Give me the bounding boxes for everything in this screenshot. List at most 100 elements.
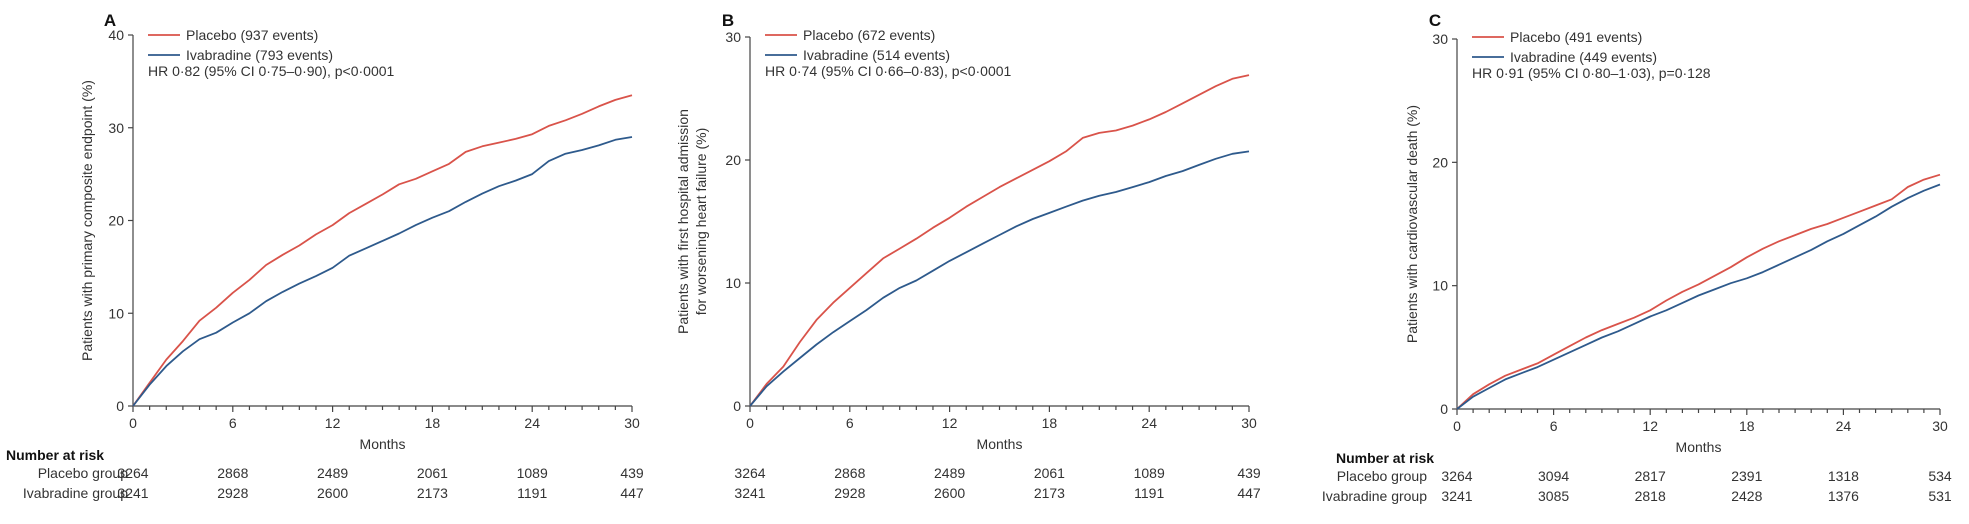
legend-label-placebo: Placebo (937 events) — [186, 27, 318, 43]
risk-count: 3241 — [734, 485, 765, 501]
risk-count: 2600 — [934, 485, 965, 501]
y-axis-title: Patients with primary composite endpoint… — [79, 80, 95, 361]
legend-label-placebo: Placebo (672 events) — [803, 27, 935, 43]
x-tick-label: 24 — [524, 415, 540, 431]
x-tick-label: 0 — [1453, 418, 1461, 434]
risk-count: 1191 — [517, 485, 547, 501]
risk-count: 534 — [1928, 468, 1952, 484]
risk-count: 2928 — [834, 485, 865, 501]
risk-count: 447 — [620, 485, 644, 501]
risk-count: 3094 — [1538, 468, 1569, 484]
risk-count: 2928 — [217, 485, 248, 501]
y-tick-label: 20 — [725, 152, 741, 168]
risk-count: 1089 — [517, 465, 548, 481]
x-tick-label: 6 — [229, 415, 237, 431]
risk-row-label-ivabradine: Ivabradine group — [23, 485, 128, 501]
x-tick-label: 30 — [624, 415, 640, 431]
x-tick-label: 24 — [1141, 415, 1157, 431]
x-tick-label: 6 — [846, 415, 854, 431]
panel-label: C — [1429, 11, 1441, 30]
risk-count: 2061 — [1034, 465, 1065, 481]
risk-count: 2173 — [1034, 485, 1065, 501]
risk-count: 1376 — [1828, 488, 1859, 504]
risk-table: 3264 2868 2489 2061 1089 439 3241 2928 2600 2173 1… — [734, 465, 1260, 501]
risk-count: 1191 — [1134, 485, 1164, 501]
legend-label-ivabradine: Ivabradine (514 events) — [803, 47, 950, 63]
placebo-curve — [749, 74, 1250, 407]
x-tick-label: 30 — [1241, 415, 1257, 431]
risk-count: 3264 — [734, 465, 765, 481]
legend-label-ivabradine: Ivabradine (793 events) — [186, 47, 333, 63]
y-tick-label: 30 — [725, 29, 741, 45]
y-tick-label: 0 — [1440, 401, 1448, 417]
risk-row-label-placebo: Placebo group — [1337, 468, 1428, 484]
risk-count: 2600 — [317, 485, 348, 501]
legend-label-placebo: Placebo (491 events) — [1510, 29, 1642, 45]
risk-count: 2489 — [934, 465, 965, 481]
y-tick-label: 30 — [1432, 31, 1448, 47]
x-tick-label: 18 — [425, 415, 441, 431]
y-tick-label: 10 — [725, 275, 741, 291]
risk-count: 3085 — [1538, 488, 1569, 504]
x-axis-title: Months — [1676, 439, 1722, 455]
y-tick-label: 10 — [108, 305, 124, 321]
risk-count: 439 — [1237, 465, 1261, 481]
y-tick-label: 20 — [108, 213, 124, 229]
risk-count: 3241 — [1441, 488, 1472, 504]
y-axis-title-line-2: for worsening heart failure (%) — [693, 128, 709, 316]
chart-panel-a: A 0 10 20 30 40 0 6 12 18 24 30 Months Patients with … — [6, 11, 644, 501]
risk-count: 2173 — [417, 485, 448, 501]
ivabradine-curve — [749, 150, 1250, 407]
panel-label: A — [104, 11, 116, 30]
risk-row-label-ivabradine: Ivabradine group — [1322, 488, 1427, 504]
x-tick-label: 6 — [1550, 418, 1558, 434]
risk-count: 2868 — [834, 465, 865, 481]
risk-count: 2391 — [1731, 468, 1762, 484]
placebo-curve — [1456, 173, 1941, 410]
risk-count: 2061 — [417, 465, 448, 481]
y-tick-label: 20 — [1432, 154, 1448, 170]
ivabradine-curve — [132, 136, 633, 407]
x-axis-title: Months — [977, 436, 1023, 452]
risk-table-heading: Number at risk — [6, 447, 104, 463]
chart-panel-b: B 0 10 20 30 0 6 12 18 24 30 Months Patients with fi… — [675, 11, 1261, 501]
hazard-ratio-annotation: HR 0·91 (95% CI 0·80–1·03), p=0·128 — [1472, 65, 1711, 81]
risk-table: Number at risk Placebo group 3264 3094 2817 2… — [1322, 450, 1952, 504]
y-axis-title-line-1: Patients with first hospital admission — [675, 109, 691, 334]
x-tick-label: 30 — [1932, 418, 1948, 434]
x-tick-label: 18 — [1042, 415, 1058, 431]
x-tick-label: 12 — [1642, 418, 1658, 434]
x-axis-title: Months — [360, 436, 406, 452]
y-tick-label: 0 — [733, 398, 741, 414]
ivabradine-curve — [1456, 183, 1941, 410]
x-tick-label: 0 — [129, 415, 137, 431]
risk-count: 2817 — [1635, 468, 1666, 484]
x-tick-label: 18 — [1739, 418, 1755, 434]
risk-count: 2489 — [317, 465, 348, 481]
risk-count: 1089 — [1134, 465, 1165, 481]
risk-count: 531 — [1928, 488, 1952, 504]
risk-count: 1318 — [1828, 468, 1859, 484]
hazard-ratio-annotation: HR 0·82 (95% CI 0·75–0·90), p<0·0001 — [148, 63, 395, 79]
y-tick-label: 40 — [108, 27, 124, 43]
risk-count: 439 — [620, 465, 644, 481]
placebo-curve — [132, 94, 633, 407]
x-tick-label: 0 — [746, 415, 754, 431]
risk-count: 2818 — [1635, 488, 1666, 504]
risk-row-label-placebo: Placebo group — [38, 465, 129, 481]
y-tick-label: 30 — [108, 120, 124, 136]
hazard-ratio-annotation: HR 0·74 (95% CI 0·66–0·83), p<0·0001 — [765, 63, 1012, 79]
risk-count: 447 — [1237, 485, 1261, 501]
y-axis-title: Patients with cardiovascular death (%) — [1404, 105, 1420, 343]
risk-count: 3241 — [117, 485, 148, 501]
x-tick-label: 24 — [1836, 418, 1852, 434]
panel-label: B — [722, 11, 734, 30]
risk-count: 2428 — [1731, 488, 1762, 504]
chart-panel-c: C 0 10 20 30 0 6 12 18 24 30 Months Patients with ca… — [1322, 11, 1952, 504]
x-tick-label: 12 — [942, 415, 958, 431]
y-tick-label: 0 — [116, 398, 124, 414]
legend-label-ivabradine: Ivabradine (449 events) — [1510, 49, 1657, 65]
x-tick-label: 12 — [325, 415, 341, 431]
